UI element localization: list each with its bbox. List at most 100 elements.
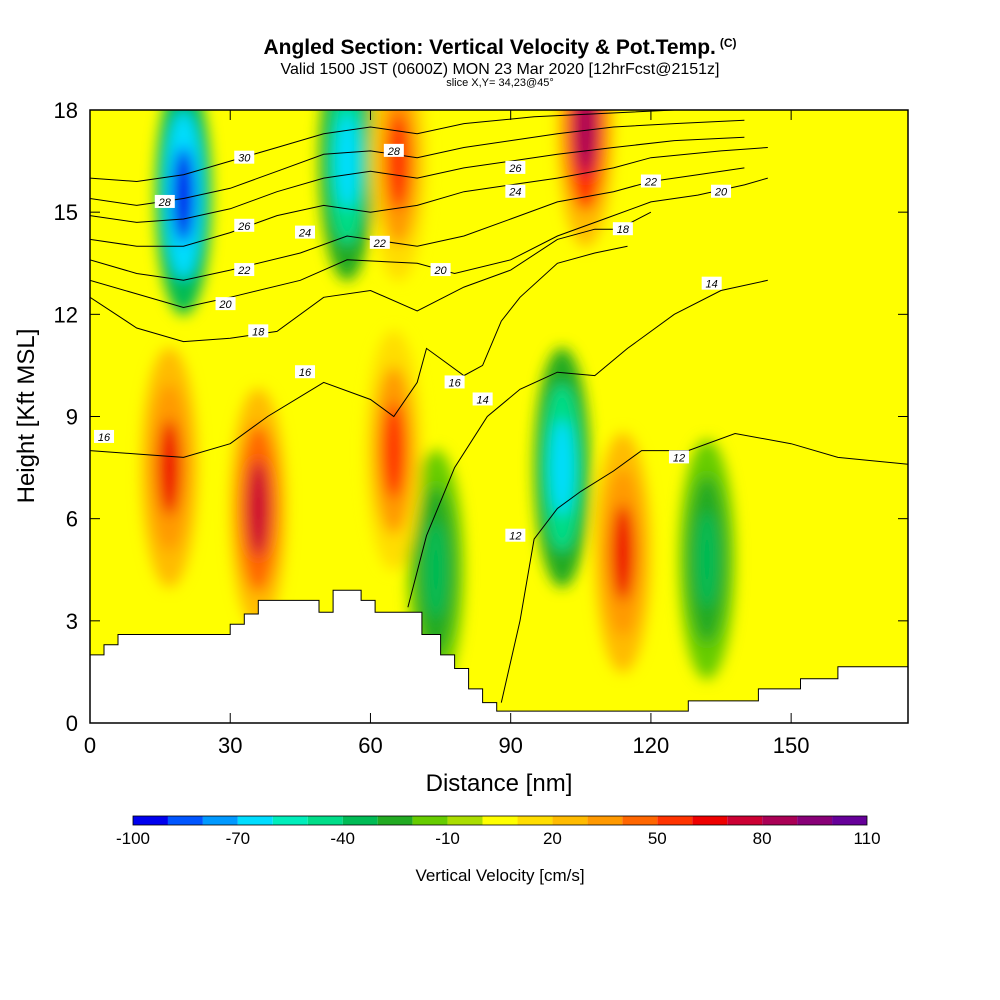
contour-label-bg-24-1 [505,184,526,198]
contour-label-18-0: 18 [252,326,265,338]
field-background [90,110,908,723]
colorbar-swatch-3 [237,816,273,825]
colorbar-swatch-1 [167,816,203,825]
contour-label-bg-26-0 [234,218,255,232]
y-tick-label-6: 18 [54,98,78,123]
contour-label-bg-12-1 [668,450,689,464]
theta-contour-30 [90,110,675,183]
colorbar-swatch-6 [342,816,378,825]
contour-label-bg-22-1 [369,235,390,249]
velocity-cell-1-2 [335,113,359,210]
contour-label-28-0: 28 [158,197,172,209]
y-tick-label-0: 0 [66,711,78,736]
contour-label-20-2: 20 [714,187,728,199]
colorbar-swatch-15 [657,816,693,825]
x-tick-label-5: 150 [773,733,810,758]
colorbar-swatch-0 [133,816,168,825]
colorbar-label-0: -100 [116,829,150,848]
contour-label-18-1: 18 [617,224,630,236]
contour-label-bg-26-1 [505,160,526,174]
chart-title: Angled Section: Vertical Velocity & Pot.… [263,36,737,59]
contour-label-bg-16-2 [444,375,465,389]
contour-label-16-1: 16 [299,367,312,379]
x-axis-title: Distance [nm] [426,770,573,797]
y-axis-title: Height [Kft MSL] [13,329,40,504]
colorbar-label-5: 50 [648,829,667,848]
colorbar-swatch-2 [202,816,238,825]
contour-label-bg-14-0 [472,392,493,406]
theta-contour-20 [90,177,768,309]
velocity-cell-5-2 [158,419,181,516]
y-tick-label-4: 12 [54,302,78,327]
colorbar-label-3: -10 [435,829,460,848]
terrain-mask [89,589,909,724]
y-tick-label-2: 6 [66,507,78,532]
chart-slice-info: slice X,Y= 34,23@45° [446,77,554,89]
contour-labels: 16 16 16 14 14 12 12 18 18 20 20 20 22 22 22 24 24 26 26 28… [94,143,732,543]
contour-label-14-1: 14 [706,279,718,291]
theta-contour-14 [407,279,768,608]
contour-label-26-1: 26 [508,163,522,175]
contour-label-bg-24-0 [295,225,316,239]
x-tick-label-1: 30 [218,733,242,758]
velocity-cell-10-2 [387,113,410,210]
contour-label-bg-20-2 [711,184,732,198]
contour-label-20-1: 20 [433,265,447,277]
contour-label-bg-12-0 [505,528,526,542]
colorbar-swatch-12 [552,816,588,825]
velocity-cell-6-2 [247,460,270,557]
contour-label-bg-20-1 [430,263,451,277]
contour-label-14-0: 14 [477,394,489,406]
colorbar-label-4: 20 [543,829,562,848]
velocity-cell-4-2 [695,511,719,608]
theta-contour-18 [90,211,652,343]
colorbar-swatch-7 [377,816,413,825]
contour-label-bg-28-1 [383,143,404,157]
velocity-cell-3-2 [424,521,448,618]
theta-contour-12 [500,432,908,703]
contour-label-12-0: 12 [509,531,521,543]
x-axis: 0 30 60 90 120 150 [84,110,810,758]
colorbar-swatch-16 [692,816,728,825]
y-tick-label-1: 3 [66,609,78,634]
contour-label-16-2: 16 [448,377,461,389]
chart-subtitle: Valid 1500 JST (0600Z) MON 23 Mar 2020 [… [280,61,720,78]
contour-label-22-2: 22 [644,177,657,189]
colorbar-swatch-14 [622,816,658,825]
contour-label-bg-16-1 [295,365,316,379]
velocity-cell-0-2 [172,147,195,244]
theta-contour-26 [90,136,745,223]
colorbar-swatch-13 [587,816,623,825]
velocity-cell-2-2 [550,419,574,516]
colorbar-title: Vertical Velocity [cm/s] [415,866,584,885]
contour-label-28-1: 28 [387,146,401,158]
colorbar: -100 -70 -40 -10 20 50 80 110 [116,815,881,848]
colorbar-swatch-8 [412,816,448,825]
contour-label-24-0: 24 [298,228,311,240]
colorbar-label-6: 80 [753,829,772,848]
colorbar-frame [132,815,868,826]
contour-label-bg-30-0 [234,150,255,164]
velocity-cell-7-2 [382,402,406,499]
theta-contour-16 [90,245,628,458]
x-tick-label-0: 0 [84,733,96,758]
colorbar-swatch-4 [272,816,308,825]
colorbar-swatch-19 [797,816,833,825]
velocity-field [90,110,908,723]
velocity-cell-8-2 [611,504,635,601]
x-tick-label-2: 60 [358,733,382,758]
contour-label-24-1: 24 [508,187,521,199]
colorbar-swatch-10 [482,816,518,825]
theta-contour-24 [90,147,768,247]
contour-label-bg-28-0 [154,194,175,208]
contour-label-bg-18-0 [248,324,269,338]
velocity-cell-9-2 [574,110,597,176]
colorbar-label-7: 110 [853,829,880,848]
colorbar-swatch-20 [832,816,867,825]
contour-label-12-1: 12 [673,452,685,464]
x-tick-label-4: 120 [633,733,670,758]
colorbar-swatch-9 [447,816,483,825]
contour-label-bg-18-1 [612,222,633,236]
y-axis: 0 3 6 9 12 15 18 [54,98,908,736]
y-tick-label-5: 15 [54,200,78,225]
